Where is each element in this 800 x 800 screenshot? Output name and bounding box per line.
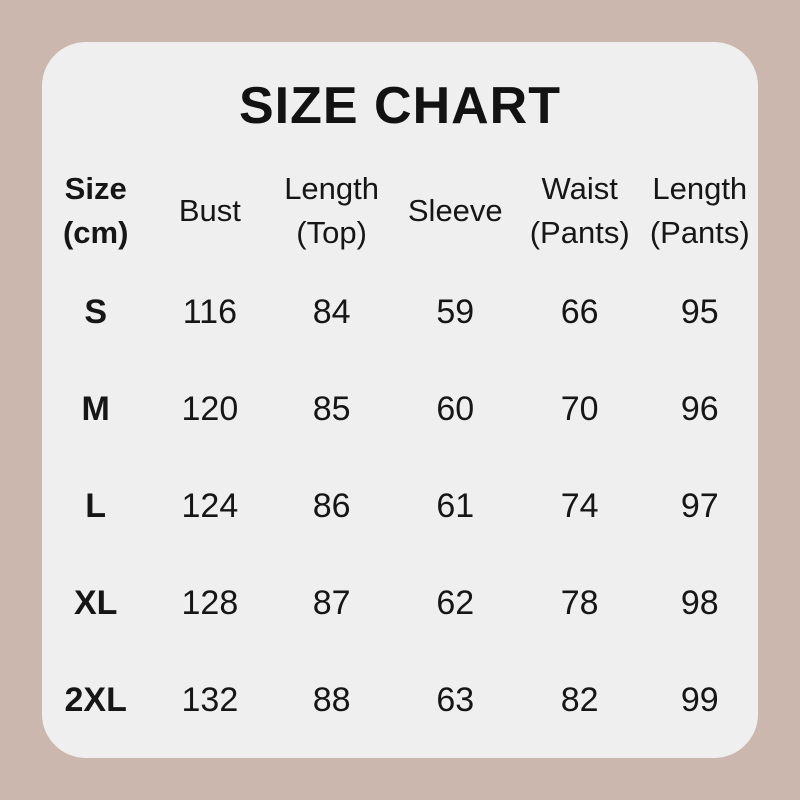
row-xl-length-pants: 98 <box>680 583 719 622</box>
header-bust-line1: Bust <box>178 192 241 228</box>
table-row-l: L 124 86 61 74 97 <box>42 457 758 554</box>
row-m-length-top: 85 <box>312 389 351 428</box>
row-xl-sleeve: 62 <box>436 583 475 622</box>
size-chart-card: SIZE CHART Size (cm) Bust Length (Top) S… <box>42 42 758 758</box>
row-2xl-size-label: 2XL <box>64 680 127 719</box>
row-l-size-label: L <box>85 486 107 525</box>
row-s-sleeve: 59 <box>436 292 475 331</box>
header-sleeve: Sleeve <box>393 189 518 233</box>
header-sleeve-line1: Sleeve <box>407 192 503 228</box>
row-m-size-label: M <box>81 389 110 428</box>
row-l-bust: 124 <box>181 486 239 525</box>
header-length-top: Length (Top) <box>270 167 392 255</box>
header-length-pants-line2: (Pants) <box>649 214 750 250</box>
page-title: SIZE CHART <box>239 77 561 135</box>
header-waist-pants-line2: (Pants) <box>529 214 630 250</box>
row-m-waist: 70 <box>560 389 599 428</box>
row-2xl-length-pants: 99 <box>680 680 719 719</box>
row-m-length-pants: 96 <box>680 389 719 428</box>
header-size-line2: (cm) <box>62 214 129 250</box>
header-size-line1: Size <box>64 170 127 206</box>
row-l-length-pants: 97 <box>680 486 719 525</box>
row-s-size-label: S <box>84 292 108 331</box>
header-waist-pants-line1: Waist <box>541 170 618 206</box>
table-row-xl: XL 128 87 62 78 98 <box>42 554 758 651</box>
header-bust: Bust <box>149 189 270 233</box>
row-m-sleeve: 60 <box>436 389 475 428</box>
row-2xl-bust: 132 <box>181 680 239 719</box>
header-waist-pants: Waist (Pants) <box>518 167 642 255</box>
row-xl-bust: 128 <box>181 583 239 622</box>
row-xl-length-top: 87 <box>312 583 351 622</box>
header-length-pants: Length (Pants) <box>642 167 758 255</box>
table-header-row: Size (cm) Bust Length (Top) Sleeve Waist… <box>42 158 758 263</box>
header-length-top-line1: Length <box>284 170 380 206</box>
row-l-length-top: 86 <box>312 486 351 525</box>
table-row-m: M 120 85 60 70 96 <box>42 360 758 457</box>
row-l-sleeve: 61 <box>436 486 475 525</box>
row-xl-size-label: XL <box>73 583 118 622</box>
row-s-length-top: 84 <box>312 292 351 331</box>
row-2xl-waist: 82 <box>560 680 599 719</box>
header-length-top-line2: (Top) <box>296 214 367 250</box>
table-row-2xl: 2XL 132 88 63 82 99 <box>42 651 758 748</box>
row-s-waist: 66 <box>560 292 599 331</box>
table-row-s: S 116 84 59 66 95 <box>42 263 758 360</box>
row-xl-waist: 78 <box>560 583 599 622</box>
row-2xl-length-top: 88 <box>312 680 351 719</box>
header-size-cm: Size (cm) <box>42 167 149 255</box>
row-2xl-sleeve: 63 <box>436 680 475 719</box>
header-length-pants-line1: Length <box>652 170 748 206</box>
row-l-waist: 74 <box>560 486 599 525</box>
row-s-length-pants: 95 <box>680 292 719 331</box>
row-s-bust: 116 <box>182 292 237 331</box>
row-m-bust: 120 <box>181 389 239 428</box>
